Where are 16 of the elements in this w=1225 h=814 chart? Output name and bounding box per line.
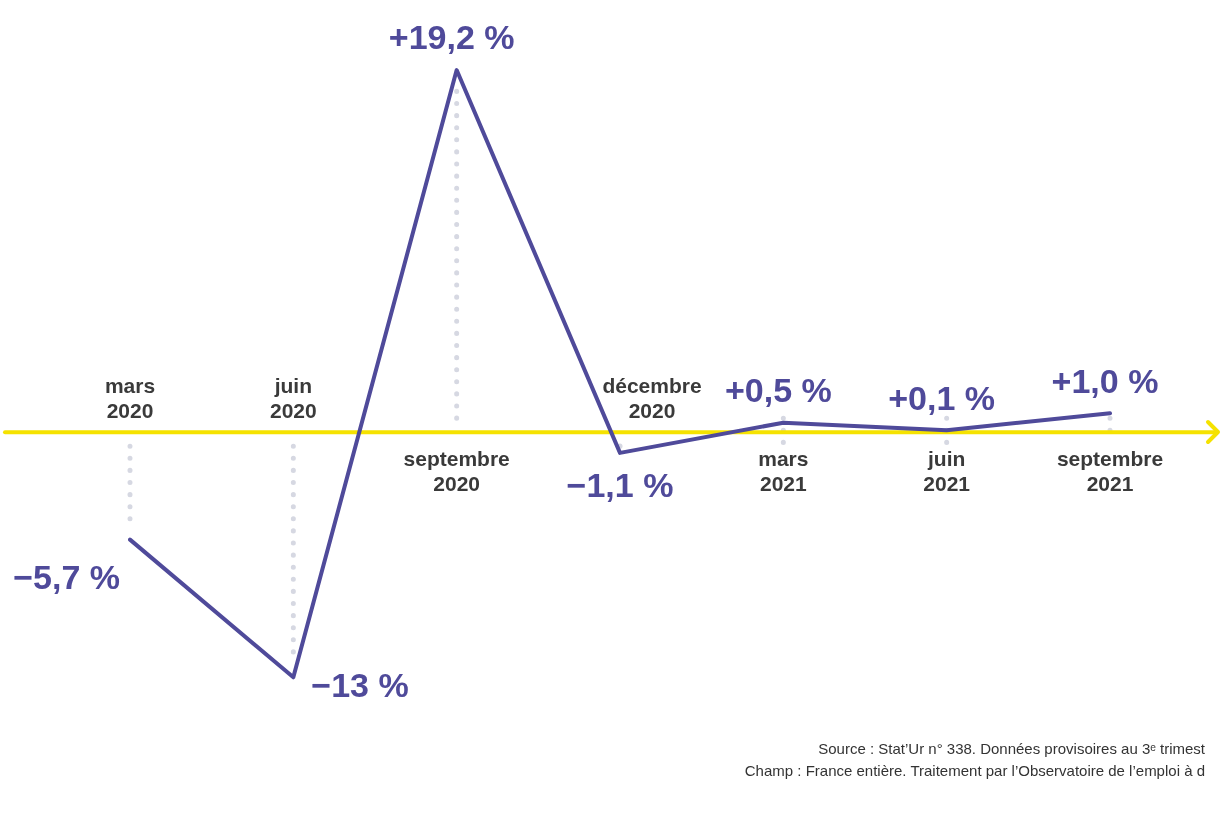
x-tick-label: juin 2020	[269, 374, 317, 423]
data-label: +1,0 %	[1051, 361, 1159, 400]
data-label: +0,1 %	[888, 378, 996, 417]
x-tick-label: septembre 2021	[1056, 447, 1164, 496]
x-tick-label: septembre 2020	[403, 447, 510, 496]
data-label: +0,5 %	[724, 371, 832, 410]
source-note: Source : Stat’Ur n° 338. Données provisoires au 3ᵉ trimest	[817, 739, 1205, 759]
data-label: −1,1 %	[566, 466, 674, 505]
text: Champ : France entière. Traitement par l’Observatoire de l’emploi à d	[744, 761, 1205, 781]
x-tick-label: juin 2021	[923, 447, 971, 496]
data-label: −5,7 %	[13, 558, 120, 596]
x-tick-label: mars 2020	[104, 374, 156, 423]
data-label: −13 %	[311, 665, 409, 704]
data-label: +19,2 %	[388, 18, 515, 57]
x-tick-label: décembre 2020	[602, 374, 702, 423]
x-tick-label: mars 2021	[758, 447, 809, 496]
